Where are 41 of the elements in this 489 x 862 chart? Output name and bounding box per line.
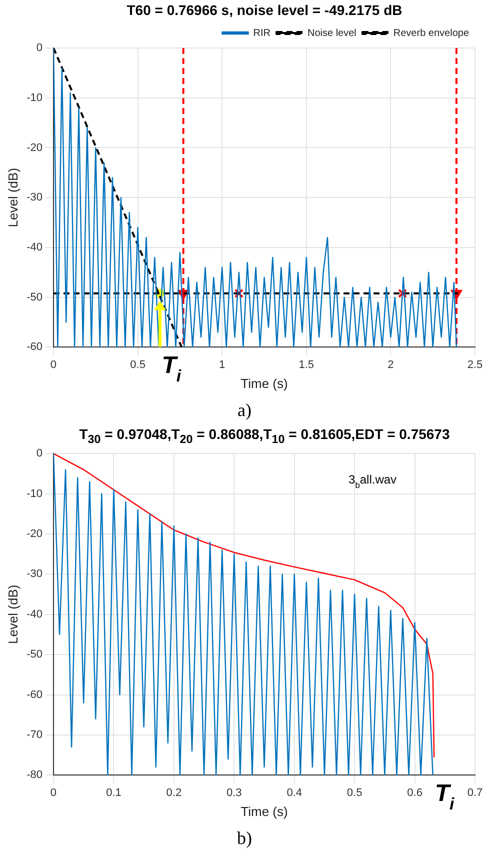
y-tick-label: -30	[26, 568, 42, 580]
chart-title: T60 = 0.76966 s, noise level = -49.2175 dB	[126, 1, 404, 20]
x-axis-title: Time (s)	[240, 804, 288, 819]
x-tick-label: 0	[50, 786, 57, 799]
x-tick-label: 2	[388, 358, 394, 371]
legend-label: RIR	[253, 28, 270, 39]
x-tick-label: 0.3	[226, 786, 242, 799]
x-tick-label: 0.6	[407, 786, 422, 799]
y-tick-label: -20	[26, 142, 42, 154]
x-tick-label: 2.5	[467, 358, 483, 371]
text: b)	[236, 828, 253, 850]
y-tick-label: -10	[26, 92, 42, 104]
y-tick-label: -50	[26, 648, 42, 661]
y-axis-title: Level (dB)	[5, 168, 20, 228]
y-tick-label: -20	[26, 528, 42, 540]
y-tick-label: -70	[26, 729, 42, 742]
x-tick-label: 0.2	[166, 786, 182, 799]
x-tick-label: 1.5	[298, 358, 314, 371]
x-tick-label: 0	[50, 358, 57, 371]
y-tick-label: 0	[36, 42, 42, 54]
x-tick-label: 0.4	[286, 786, 302, 799]
y-tick-label: -60	[26, 341, 42, 354]
y-tick-label: -40	[26, 608, 42, 620]
y-tick-label: -80	[26, 769, 42, 782]
x-tick-label: 1	[219, 358, 226, 371]
y-tick-label: -60	[26, 688, 42, 701]
y-axis-title: Level (dB)	[5, 584, 20, 644]
legend-label: Reverb envelope	[393, 28, 470, 39]
chart-title: T$_{30}$ = 0.97048,T$_{20}$ = 0.86088,T$_{10}$ = 0.81605,EDT = 0.75673	[78, 425, 451, 446]
x-axis-title: Time (s)	[240, 376, 288, 391]
y-tick-label: -30	[26, 192, 42, 204]
x-tick-label: 0.5	[130, 358, 146, 371]
y-tick-label: -40	[26, 242, 42, 254]
text: a)	[236, 400, 252, 422]
y-tick-label: -50	[26, 291, 42, 304]
x-tick-label: 0.1	[106, 786, 122, 799]
y-tick-label: 0	[36, 448, 42, 460]
x-tick-label: 0.7	[467, 786, 483, 799]
legend-label: Noise level	[307, 28, 356, 39]
x-tick-label: 0.5	[346, 786, 362, 799]
y-tick-label: -10	[26, 488, 42, 500]
